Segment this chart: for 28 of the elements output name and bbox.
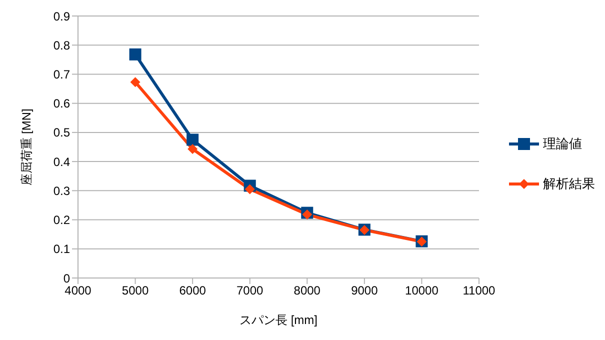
legend-label: 理論値 [543,135,582,153]
y-tick-label: 0 [63,271,70,286]
x-tick-label: 8000 [294,284,321,298]
y-axis-title: 座屈荷重 [MN] [19,108,34,186]
y-tick-label: 0.8 [53,38,70,52]
y-tick-label: 0.5 [53,126,70,140]
point [188,144,198,154]
point [186,134,199,146]
point [302,210,312,220]
y-tick-label: 0.3 [53,184,70,198]
x-axis-title: スパン長 [mm] [240,313,318,327]
point [244,184,255,194]
x-tick-label: 7000 [236,284,264,298]
point [129,48,142,60]
x-tick-label: 11000 [462,284,496,298]
x-tick-label: 9000 [351,284,378,298]
point [130,77,140,88]
x-tick-label: 10000 [405,284,439,298]
y-tick-label: 0.1 [53,242,70,256]
y-tick-label: 0.7 [53,67,70,82]
y-tick-label: 0.6 [53,96,70,111]
y-tick-label: 0.2 [53,213,70,228]
x-tick-label: 4000 [64,284,92,298]
y-tick-label: 0.4 [53,154,70,169]
x-tick-label: 6000 [179,284,206,298]
y-tick-label: 0.9 [53,9,70,24]
legend-label: 解析結果 [543,175,595,193]
x-tick-label: 5000 [122,284,149,298]
